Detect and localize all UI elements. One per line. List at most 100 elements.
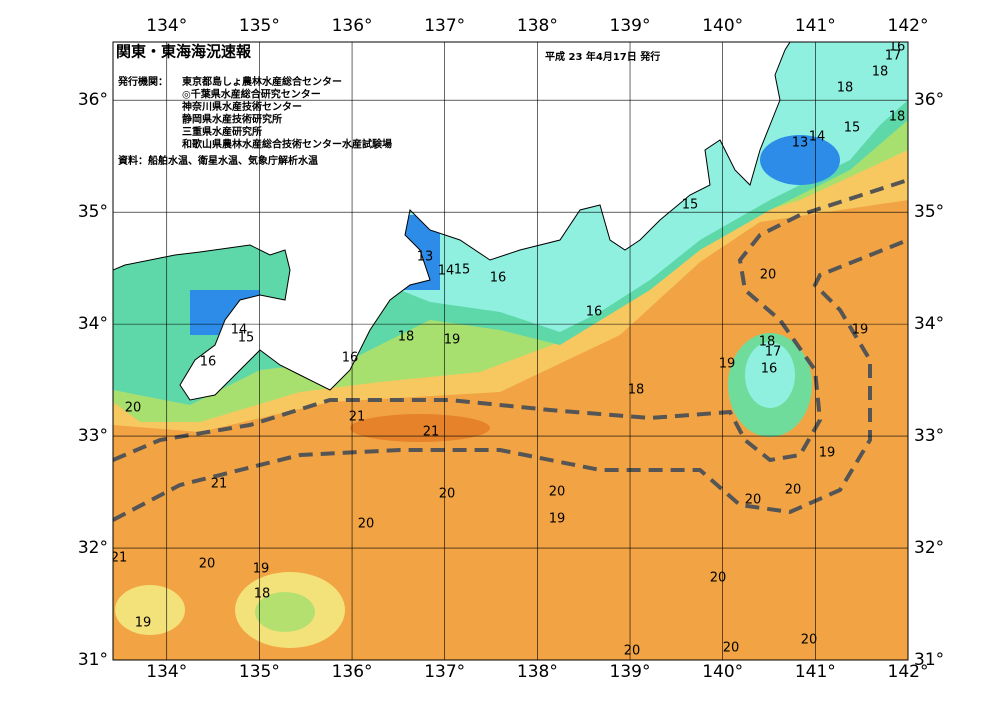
x-tick-label: 136°	[332, 16, 373, 36]
isotherm-label: 20	[549, 485, 566, 500]
isotherm-label: 13	[792, 136, 809, 151]
x-tick-label: 134°	[146, 662, 187, 682]
isotherm-label: 16	[200, 355, 217, 370]
isotherm-label: 16	[586, 305, 603, 320]
isotherm-label: 20	[723, 641, 740, 656]
issuer: 和歌山県農林水産総合技術センター水産試験場	[181, 138, 392, 151]
isotherm-label: 19	[719, 357, 736, 372]
isotherm-label: 14	[231, 323, 248, 338]
isotherm-label: 21	[423, 425, 440, 440]
isotherm-label: 15	[238, 331, 255, 346]
y-tick-label: 36°	[914, 90, 944, 110]
isotherm-label: 17	[765, 345, 782, 360]
x-tick-label: 139°	[610, 662, 651, 682]
isotherm-label: 16	[342, 351, 359, 366]
y-tick-label: 35°	[78, 202, 108, 222]
isotherm-label: 18	[872, 65, 889, 80]
y-tick-label: 31°	[914, 650, 944, 670]
x-tick-label: 138°	[517, 16, 558, 36]
map-body: 1617181818151413152019181716191920201816…	[111, 40, 908, 660]
x-tick-label: 137°	[424, 16, 465, 36]
y-tick-label: 33°	[914, 426, 944, 446]
isotherm-label: 17	[885, 49, 902, 64]
x-tick-label: 136°	[332, 662, 373, 682]
issuer: 三重県水産研究所	[182, 125, 262, 138]
isotherm-label: 21	[349, 410, 366, 425]
isotherm-label: 19	[253, 562, 270, 577]
isotherm-label: 16	[889, 40, 906, 55]
issuer: ◎千葉県水産総合研究センター	[182, 88, 321, 101]
title: 関東・東海海況速報	[116, 43, 252, 61]
x-tick-label: 142°	[888, 662, 929, 682]
isotherm-label: 18	[889, 110, 906, 125]
isotherm-label: 16	[490, 271, 507, 286]
issuer: 東京都島しょ農林水産総合センター	[182, 75, 342, 88]
x-tick-label: 139°	[610, 16, 651, 36]
isotherm-label: 20	[358, 517, 375, 532]
isotherm-label: 18	[254, 587, 271, 602]
frame	[112, 41, 909, 661]
zone-19	[115, 585, 185, 635]
isotherm-label: 13	[417, 250, 434, 265]
land	[113, 42, 791, 401]
y-tick-label: 36°	[78, 90, 108, 110]
isotherm-label: 20	[439, 487, 456, 502]
isotherm-label: 18	[628, 383, 645, 398]
isotherm-labels: 1617181818151413152019181716191920201816…	[111, 40, 906, 659]
y-tick-label: 34°	[914, 314, 944, 334]
isotherm-label: 18	[398, 330, 415, 345]
issuer-label: 発行機関：	[117, 75, 168, 88]
eddy-inner	[745, 342, 795, 408]
x-tick-label: 137°	[424, 662, 465, 682]
x-tick-label: 142°	[888, 16, 929, 36]
isotherm-label: 19	[819, 446, 836, 461]
issuer: 静岡県水産技術研究所	[182, 113, 282, 126]
y-tick-label: 32°	[78, 538, 108, 558]
cold-water	[760, 135, 840, 185]
isotherm-label: 20	[199, 557, 216, 572]
y-tick-label: 32°	[914, 538, 944, 558]
issuer: 神奈川県水産技術センター	[182, 100, 302, 113]
warm-core	[350, 414, 490, 442]
isotherm-label: 21	[111, 551, 128, 566]
isotherm-label: 20	[801, 633, 818, 648]
x-tick-label: 138°	[517, 662, 558, 682]
isotherm-label: 18	[837, 81, 854, 96]
isotherm-label: 21	[211, 477, 228, 492]
zone-18	[255, 592, 315, 632]
x-tick-label: 140°	[702, 16, 743, 36]
isotherm-label: 20	[624, 644, 641, 659]
graticule	[113, 42, 908, 660]
isotherm-label: 20	[760, 268, 777, 283]
sources: 資料：船舶水温、衛星水温、気象庁解析水温	[118, 154, 318, 167]
issue-date: 平成 23 年4月17日 発行	[545, 50, 660, 63]
kuroshio-path	[113, 178, 908, 463]
issuers: 東京都島しょ農林水産総合センター◎千葉県水産総合研究センター神奈川県水産技術セン…	[181, 75, 392, 151]
isotherm-label: 16	[761, 362, 778, 377]
y-tick-label: 33°	[78, 426, 108, 446]
x-tick-label: 141°	[795, 662, 836, 682]
isotherm-label: 20	[125, 401, 142, 416]
isotherm-label: 20	[745, 493, 762, 508]
axes: 134° 134° 135° 135° 136° 136° 137° 137° 138° 138°…	[78, 16, 944, 682]
x-tick-label: 135°	[239, 16, 280, 36]
isotherm-label: 19	[444, 333, 461, 348]
isotherm-label: 15	[454, 263, 471, 278]
y-tick-label: 34°	[78, 314, 108, 334]
isotherm-label: 15	[844, 121, 861, 136]
isotherm-label: 19	[549, 512, 566, 527]
kuroshio-path	[113, 238, 908, 522]
isotherm-label: 19	[135, 616, 152, 631]
isotherm-label: 20	[785, 483, 802, 498]
isotherm-label: 14	[809, 130, 826, 145]
isotherm-label: 19	[852, 323, 869, 338]
y-tick-label: 35°	[914, 202, 944, 222]
y-tick-label: 31°	[78, 650, 108, 670]
isotherm-label: 18	[759, 335, 776, 350]
x-tick-label: 134°	[146, 16, 187, 36]
isotherm-label: 14	[438, 264, 455, 279]
isotherm-label: 15	[682, 198, 699, 213]
x-tick-label: 140°	[702, 662, 743, 682]
x-tick-label: 141°	[795, 16, 836, 36]
